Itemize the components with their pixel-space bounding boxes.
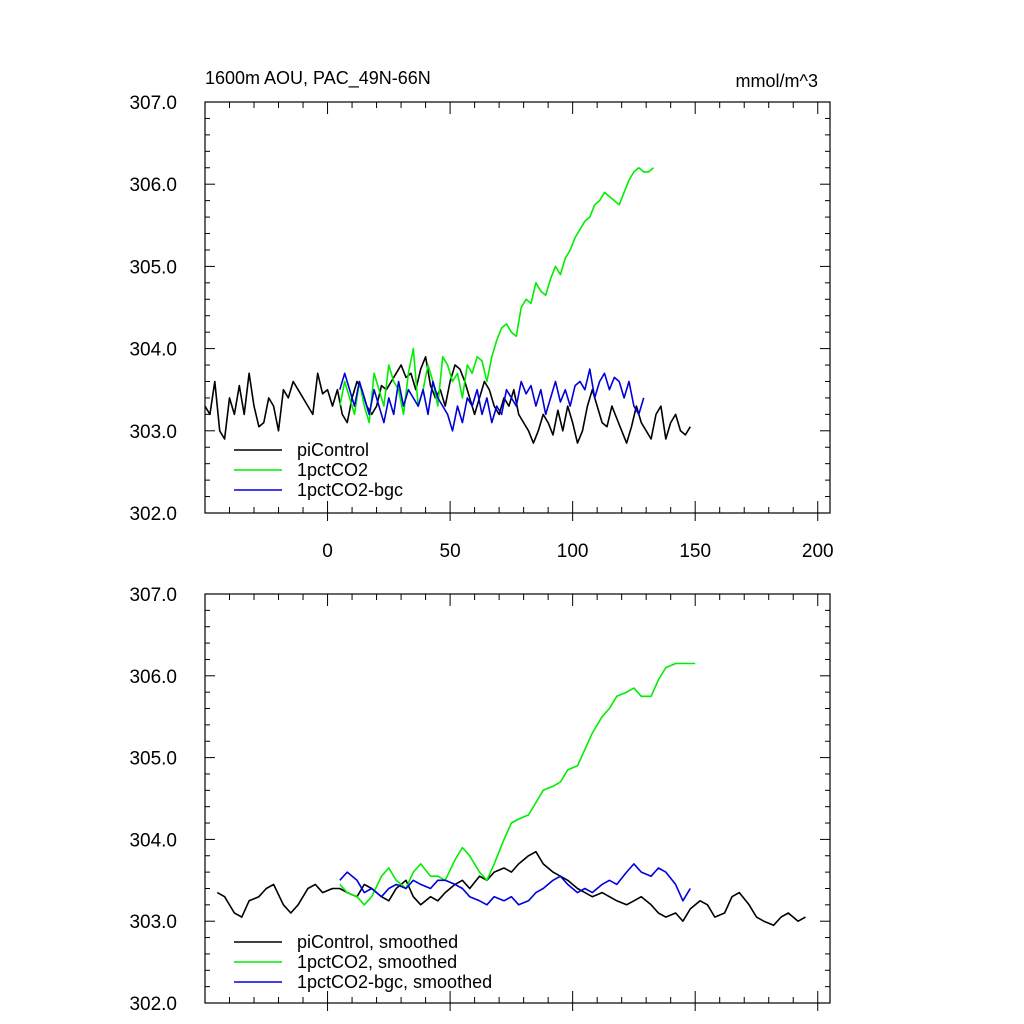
- plot-frame: [204, 101, 831, 514]
- x-tick-label: 100: [557, 541, 589, 562]
- x-tick-label: 0: [322, 541, 333, 562]
- series-line-0: [216, 850, 806, 927]
- y-tick-label: 305.0: [129, 749, 177, 770]
- plot-frame: [204, 593, 831, 1004]
- top-panel: 302.0 303.0 304.0 305.0 306.0 307.0 0 50 100 150 2…: [129, 93, 833, 562]
- y-tick-label: 303.0: [129, 912, 177, 933]
- series-line-2: [339, 368, 645, 432]
- x-tick-label: 150: [679, 541, 711, 562]
- legend-label-2: 1pctCO2-bgc, smoothed: [297, 972, 492, 992]
- series-line-1: [339, 167, 655, 424]
- series-line-0: [204, 355, 691, 444]
- y-tick-label: 304.0: [129, 340, 177, 361]
- series-line-2: [339, 863, 691, 906]
- y-tick-label: 302.0: [129, 504, 177, 525]
- legend-label-0: piControl, smoothed: [297, 932, 458, 952]
- units-label: mmol/m^3: [736, 71, 818, 91]
- legend-label-2: 1pctCO2-bgc: [297, 480, 403, 500]
- y-tick-label: 307.0: [129, 585, 177, 606]
- y-tick-label: 305.0: [129, 257, 177, 278]
- bottom-panel: 302.0 303.0 304.0 305.0 306.0 307.0 piControl,…: [129, 585, 831, 1015]
- y-tick-label: 307.0: [129, 93, 177, 114]
- legend-label-0: piControl: [297, 440, 369, 460]
- y-tick-label: 304.0: [129, 830, 177, 851]
- x-tick-label: 50: [440, 541, 461, 562]
- y-tick-label: 302.0: [129, 994, 177, 1015]
- series-line-1: [339, 662, 696, 906]
- legend-label-1: 1pctCO2, smoothed: [297, 952, 457, 972]
- legend-label-1: 1pctCO2: [297, 460, 368, 480]
- y-tick-label: 306.0: [129, 175, 177, 196]
- y-tick-label: 303.0: [129, 422, 177, 443]
- chart-title: 1600m AOU, PAC_49N-66N: [205, 68, 431, 89]
- x-tick-label: 200: [802, 541, 834, 562]
- y-tick-label: 306.0: [129, 667, 177, 688]
